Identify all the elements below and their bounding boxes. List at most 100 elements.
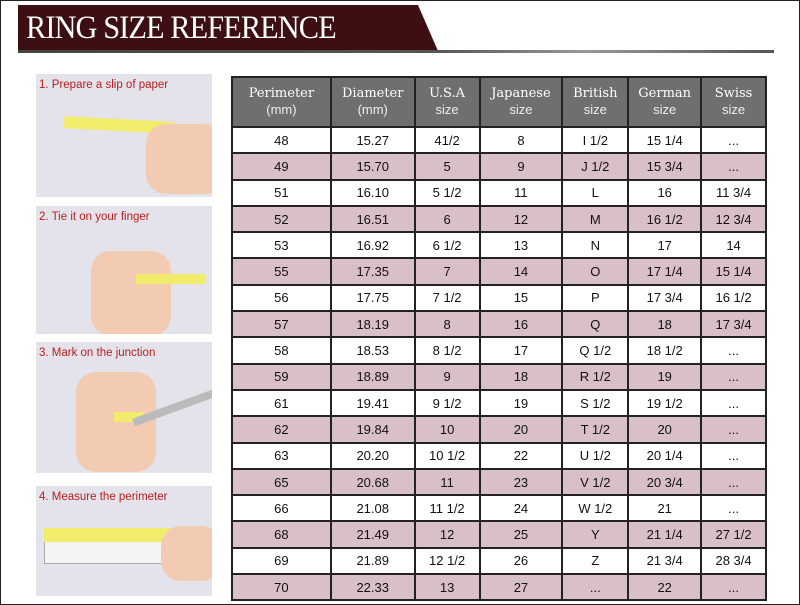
table-cell: 58	[231, 336, 332, 365]
table-cell: 20.68	[329, 467, 416, 497]
step-label: 3. Mark on the junction	[39, 347, 156, 359]
table-cell: 20	[478, 415, 564, 444]
table-cell: 5 1/2	[413, 178, 481, 207]
paper-strip	[44, 528, 174, 542]
table-cell: I 1/2	[561, 125, 630, 155]
table-cell: 22.33	[329, 573, 416, 602]
table-cell: 68	[231, 520, 332, 549]
table-cell: 21.49	[329, 520, 416, 549]
table-row: 66 21.08 11 1/2 24 W 1/2 21...	[231, 494, 767, 523]
table-cell: 10 1/2	[413, 441, 481, 470]
table-row: 69 21.89 12 1/2 26 Z 21 3/4 28 3/4	[231, 546, 767, 576]
table-cell: 19	[478, 388, 564, 418]
table-cell: 14	[700, 231, 767, 260]
table-cell: 20	[627, 415, 703, 444]
table-cell: 15 1/4	[700, 257, 767, 286]
table-cell: 51	[231, 178, 332, 207]
header-unit: size	[509, 102, 533, 117]
table-cell: 7 1/2	[413, 283, 481, 313]
header-unit: size	[653, 102, 677, 117]
paper-strip	[114, 412, 144, 422]
table-cell: 18.53	[329, 336, 416, 365]
table-cell: 16	[478, 310, 564, 339]
table-cell: 5	[413, 152, 481, 181]
table-cell: 8	[413, 310, 481, 339]
table-cell: 70	[231, 573, 332, 602]
table-cell: 27	[478, 573, 564, 602]
table-cell: 61	[231, 388, 332, 418]
table-cell: ...	[700, 467, 767, 497]
table-cell: ...	[700, 336, 767, 365]
table-cell: J 1/2	[561, 152, 630, 181]
table-cell: 59	[231, 362, 332, 391]
table-row: 70 22.33 13 27... 22...	[231, 573, 767, 602]
table-cell: ...	[700, 388, 767, 418]
table-cell: 8	[478, 125, 564, 155]
page-title: RING SIZE REFERENCE	[26, 10, 337, 46]
table-cell: 53	[231, 231, 332, 260]
table-cell: ...	[700, 494, 767, 523]
table-cell: 63	[231, 441, 332, 470]
header-label: British	[573, 86, 618, 101]
header-label: Swiss	[714, 86, 753, 101]
table-cell: 13	[413, 573, 481, 602]
column-header: Diameter (mm)	[329, 76, 416, 128]
divider	[18, 50, 774, 53]
table-cell: ...	[700, 362, 767, 391]
table-cell: 20 1/4	[627, 441, 703, 470]
table-row: 56 17.75 7 1/2 15 P 17 3/4 16 1/2	[231, 283, 767, 313]
table-cell: 18	[478, 362, 564, 391]
table-cell: 57	[231, 310, 332, 339]
step-1-panel: 1. Prepare a slip of paper	[36, 74, 212, 197]
table-cell: 26	[478, 546, 564, 576]
table-row: 51 16.10 5 1/2 11 L 16 11 3/4	[231, 178, 767, 207]
table-cell: 55	[231, 257, 332, 286]
table-cell: 17 1/4	[627, 257, 703, 286]
column-header: Swiss size	[700, 76, 767, 128]
column-header: Perimeter (mm)	[231, 76, 332, 128]
table-cell: L	[561, 178, 630, 207]
table-cell: Y	[561, 520, 630, 549]
table-cell: 19.41	[329, 388, 416, 418]
table-cell: 21.08	[329, 494, 416, 523]
table-cell: 16 1/2	[700, 283, 767, 313]
table-cell: 12 1/2	[413, 546, 481, 576]
table-cell: Z	[561, 546, 630, 576]
table-cell: 16.92	[329, 231, 416, 260]
table-cell: 15	[478, 283, 564, 313]
table-cell: S 1/2	[561, 388, 630, 418]
table-cell: 27 1/2	[700, 520, 767, 549]
table-cell: 16.10	[329, 178, 416, 207]
table-cell: 49	[231, 152, 332, 181]
step-label: 4. Measure the perimeter	[39, 491, 168, 503]
step-4-panel: 4. Measure the perimeter	[36, 486, 212, 596]
header-unit: (mm)	[266, 102, 297, 117]
table-cell: Q 1/2	[561, 336, 630, 365]
table-cell: 12	[413, 520, 481, 549]
header-unit: size	[435, 102, 459, 117]
table-cell: 17.35	[329, 257, 416, 286]
table-row: 57 18.19 8 16 Q 18 17 3/4	[231, 310, 767, 339]
table-row: 61 19.41 9 1/2 19 S 1/2 19 1/2...	[231, 388, 767, 418]
table-cell: ...	[700, 415, 767, 444]
table-cell: 41/2	[413, 125, 481, 155]
table-cell: 16.51	[329, 204, 416, 234]
table-cell: 17	[478, 336, 564, 365]
table-cell: 6 1/2	[413, 231, 481, 260]
table-cell: 25	[478, 520, 564, 549]
header-label: Perimeter	[248, 86, 315, 101]
table-cell: U 1/2	[561, 441, 630, 470]
table-cell: 18.19	[329, 310, 416, 339]
ring-size-table: Perimeter (mm) Diameter (mm) U.S.A size Japane…	[231, 76, 767, 602]
table-row: 52 16.51 6 12 M 16 1/2 12 3/4	[231, 204, 767, 234]
table-cell: 65	[231, 467, 332, 497]
table-cell: 16 1/2	[627, 204, 703, 234]
table-cell: 8 1/2	[413, 336, 481, 365]
table-cell: 21 1/4	[627, 520, 703, 549]
table-cell: 11 1/2	[413, 494, 481, 523]
table-cell: 21 3/4	[627, 546, 703, 576]
table-cell: 18 1/2	[627, 336, 703, 365]
header-label: Japanese	[491, 86, 551, 101]
table-cell: 17	[627, 231, 703, 260]
header-unit: size	[721, 102, 746, 117]
